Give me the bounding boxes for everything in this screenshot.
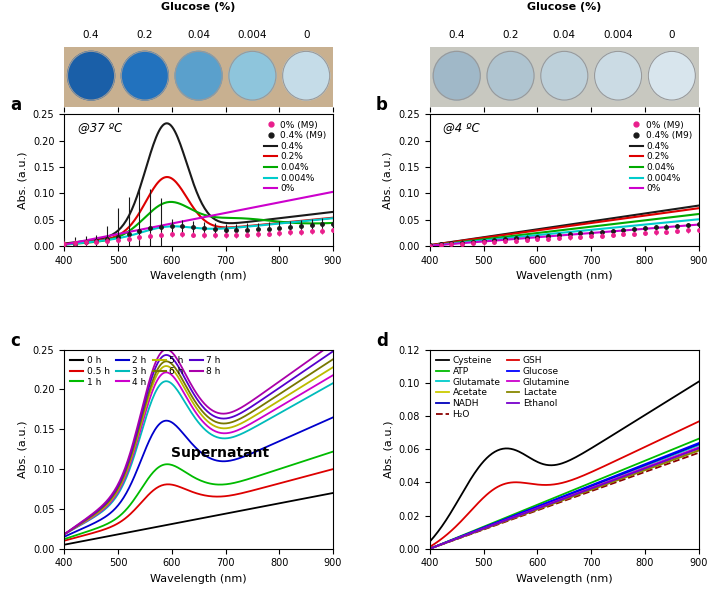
- Y-axis label: Abs. (a.u.): Abs. (a.u.): [17, 421, 27, 478]
- X-axis label: Wavelength (nm): Wavelength (nm): [516, 271, 612, 281]
- X-axis label: Wavelength (nm): Wavelength (nm): [150, 574, 247, 584]
- Text: c: c: [11, 332, 20, 350]
- X-axis label: Wavelength (nm): Wavelength (nm): [516, 574, 612, 584]
- Ellipse shape: [175, 51, 222, 100]
- Ellipse shape: [121, 51, 168, 100]
- Title: Glucose (%): Glucose (%): [161, 2, 236, 12]
- Y-axis label: Abs. (a.u.): Abs. (a.u.): [17, 152, 27, 209]
- Title: Glucose (%): Glucose (%): [527, 2, 602, 12]
- Ellipse shape: [434, 51, 481, 100]
- Y-axis label: Abs. (a.u.): Abs. (a.u.): [383, 152, 393, 209]
- Legend: Cysteine, ATP, Glutamate, Acetate, NADH, H₂O, GSH, Glucose, Glutamine, Lactate, : Cysteine, ATP, Glutamate, Acetate, NADH,…: [434, 354, 572, 421]
- Text: b: b: [376, 96, 388, 114]
- Ellipse shape: [648, 51, 695, 100]
- Ellipse shape: [229, 51, 276, 100]
- Ellipse shape: [487, 51, 534, 100]
- Ellipse shape: [282, 51, 329, 100]
- Legend: 0% (M9), 0.4% (M9), 0.4%, 0.2%, 0.04%, 0.004%, 0%: 0% (M9), 0.4% (M9), 0.4%, 0.2%, 0.04%, 0…: [628, 119, 694, 195]
- Text: Supernatant: Supernatant: [171, 446, 270, 460]
- Legend: 0 h, 0.5 h, 1 h, 2 h, 3 h, 4 h, 5 h, 6 h, 7 h, 8 h: 0 h, 0.5 h, 1 h, 2 h, 3 h, 4 h, 5 h, 6 h…: [68, 354, 222, 388]
- Text: @37 ºC: @37 ºC: [78, 121, 122, 134]
- Ellipse shape: [68, 51, 115, 100]
- Text: d: d: [376, 332, 388, 350]
- Text: a: a: [11, 96, 21, 114]
- Ellipse shape: [540, 51, 588, 100]
- Legend: 0% (M9), 0.4% (M9), 0.4%, 0.2%, 0.04%, 0.004%, 0%: 0% (M9), 0.4% (M9), 0.4%, 0.2%, 0.04%, 0…: [262, 119, 329, 195]
- X-axis label: Wavelength (nm): Wavelength (nm): [150, 271, 247, 281]
- Y-axis label: Abs. (a.u.): Abs. (a.u.): [383, 421, 393, 478]
- Ellipse shape: [595, 51, 642, 100]
- Text: @4 ºC: @4 ºC: [443, 121, 480, 134]
